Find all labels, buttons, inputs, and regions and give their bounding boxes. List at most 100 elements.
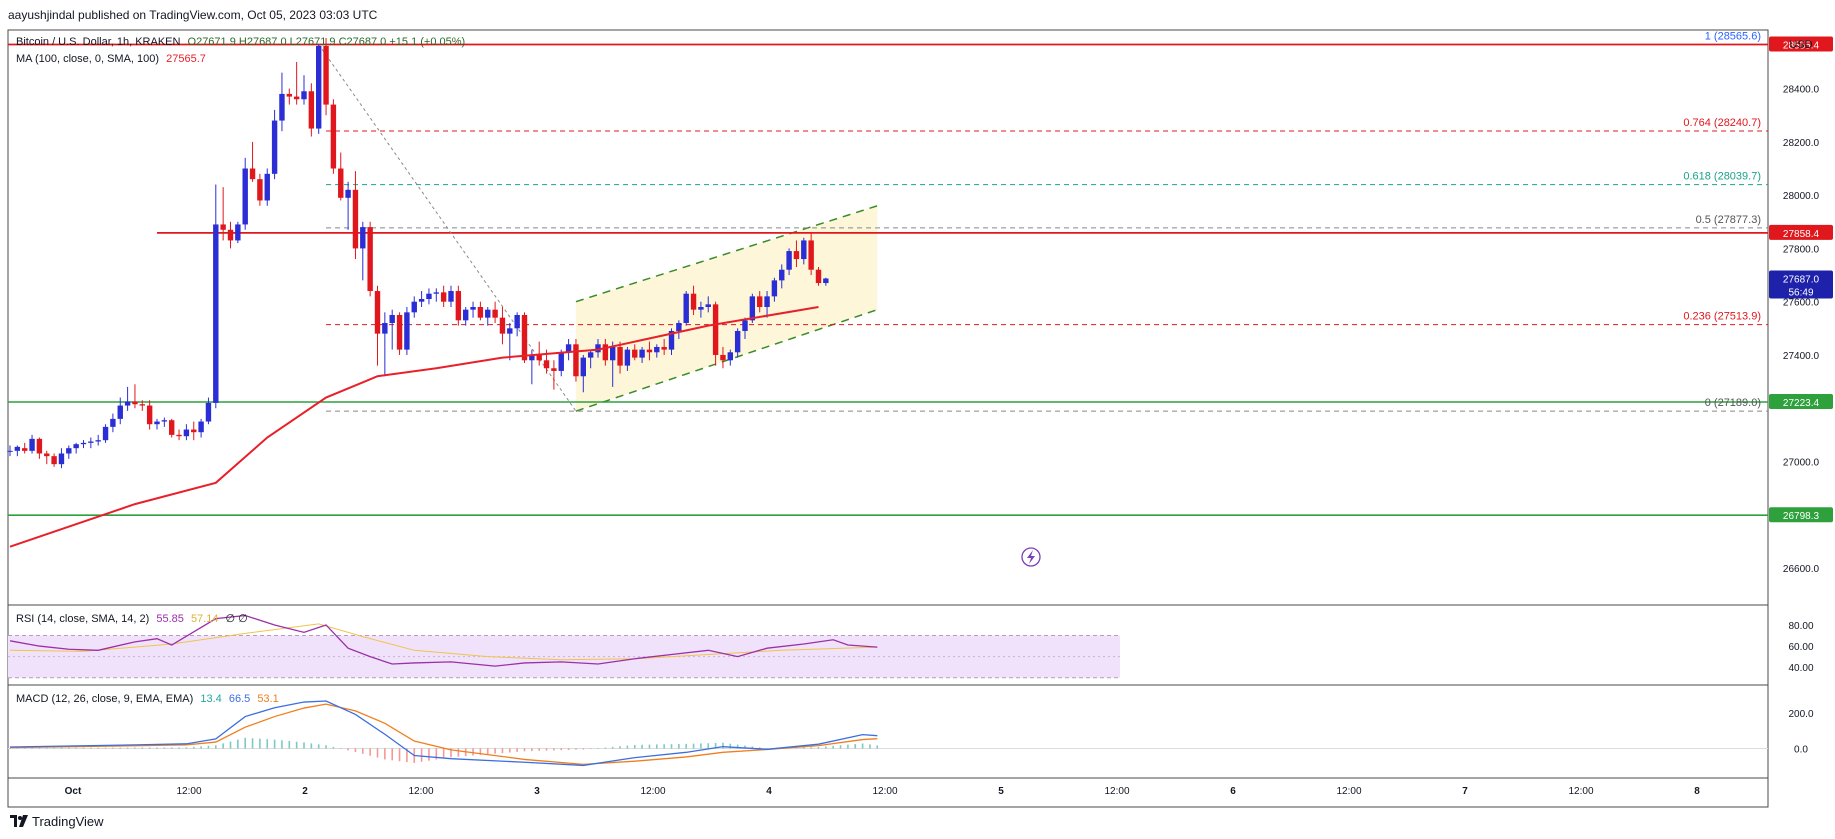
candle-body	[330, 104, 337, 169]
candle	[779, 264, 785, 289]
candle	[786, 248, 792, 276]
rsi-axis-ticks: 40.00 60.00 80.00	[1788, 621, 1813, 674]
footer-brand: TradingView	[10, 814, 104, 829]
macd-hist-bar	[516, 748, 518, 752]
macd-hist-bar	[406, 748, 408, 763]
macd-axis-ticks: 0.0 200.0	[1788, 709, 1813, 755]
macd-hist-bar	[803, 747, 805, 749]
time-tick-label: 7	[1462, 786, 1468, 797]
candle-body	[132, 401, 138, 405]
candle	[271, 109, 278, 180]
macd-hist-bar	[861, 743, 864, 749]
candle-body	[639, 349, 645, 358]
price-axis-badges: 28555.4 27858.4 27223.4 26798.3 27687.0 56:49	[1769, 36, 1833, 522]
lightning-icon[interactable]	[1021, 547, 1041, 567]
macd-hist-bar	[766, 748, 768, 749]
currency-label: USD	[1789, 39, 1812, 51]
candle	[242, 157, 248, 230]
candle-body	[433, 292, 439, 294]
candle	[110, 413, 116, 433]
candle-body	[183, 429, 190, 437]
candle	[514, 312, 520, 337]
candle	[176, 429, 182, 441]
macd-hist-bar	[148, 747, 151, 749]
macd-hist-bar	[604, 747, 607, 749]
candle	[58, 448, 65, 469]
candle	[323, 37, 329, 116]
macd-hist-bar	[68, 747, 70, 749]
candle-body	[73, 444, 79, 449]
macd-hist-bar	[523, 748, 526, 752]
candle-body	[338, 168, 344, 198]
candle	[51, 453, 57, 467]
macd-hist-bar	[376, 748, 379, 758]
candle-body	[279, 93, 285, 121]
time-tick-label: 12:00	[1336, 786, 1361, 797]
candle-body	[124, 401, 131, 406]
rsi-tick-label: 60.00	[1788, 642, 1813, 653]
candle	[220, 187, 226, 241]
candle	[345, 181, 351, 230]
macd-legend: MACD (12, 26, close, 9, EMA, EMA) 13.4 6…	[16, 693, 279, 705]
candle	[771, 277, 778, 302]
candle-body	[176, 434, 182, 437]
macd-hist-bar	[222, 743, 224, 749]
price-tick-label: 27400.0	[1783, 351, 1820, 362]
candle	[191, 421, 197, 441]
macd-hist-bar	[795, 747, 798, 749]
macd-hist-bar	[435, 748, 438, 760]
macd-hist-bar	[825, 746, 827, 749]
candle-body	[374, 291, 381, 334]
macd-hist-bar	[259, 738, 261, 749]
candle	[610, 341, 616, 387]
macd-hist-bar	[509, 748, 511, 753]
candle-body	[823, 278, 829, 284]
macd-hist-bar	[229, 741, 232, 749]
candle-body	[558, 352, 564, 371]
macd-hist-bar	[420, 748, 423, 762]
candle	[293, 61, 300, 105]
candle-body	[102, 426, 109, 441]
candle	[727, 349, 733, 366]
fib-level-label: 0 (27189.0)	[1705, 397, 1761, 409]
macd-hist-bar	[428, 748, 430, 761]
candle-body	[352, 189, 359, 249]
candle	[602, 338, 609, 366]
candle-body	[602, 344, 609, 361]
candle-body	[720, 354, 726, 361]
candle	[455, 285, 462, 326]
macd-hist-bar	[457, 748, 460, 757]
macd-hist-bar	[685, 743, 687, 749]
ma100-line	[9, 306, 819, 548]
candle	[499, 307, 506, 345]
candle-body	[316, 45, 322, 129]
macd-hist-bar	[700, 743, 702, 749]
candle-body	[734, 330, 741, 353]
candle-body	[565, 344, 572, 353]
candle	[227, 221, 234, 249]
macd-hist-bar	[810, 747, 812, 749]
candle	[404, 307, 410, 355]
candle-body	[646, 349, 653, 353]
macd-hist-bar	[134, 747, 136, 749]
candle	[213, 184, 219, 409]
candle-body	[624, 349, 631, 366]
candle-body	[301, 91, 307, 100]
macd-hist-bar	[215, 745, 217, 749]
macd-hist-bar	[391, 748, 393, 761]
macd-tick-label: 200.0	[1788, 709, 1813, 720]
macd-hist-bar	[38, 747, 41, 749]
candle	[264, 168, 270, 206]
macd-hist-bar	[839, 745, 842, 749]
macd-hist-bar	[641, 744, 643, 749]
macd-hist-bar	[163, 747, 166, 749]
macd-hist-bar	[273, 739, 276, 749]
candle	[632, 344, 638, 361]
macd-hist-bar	[82, 747, 85, 749]
candle-body	[573, 344, 579, 377]
candle-body	[793, 251, 800, 260]
candle-body	[360, 227, 366, 249]
candle	[286, 88, 292, 105]
